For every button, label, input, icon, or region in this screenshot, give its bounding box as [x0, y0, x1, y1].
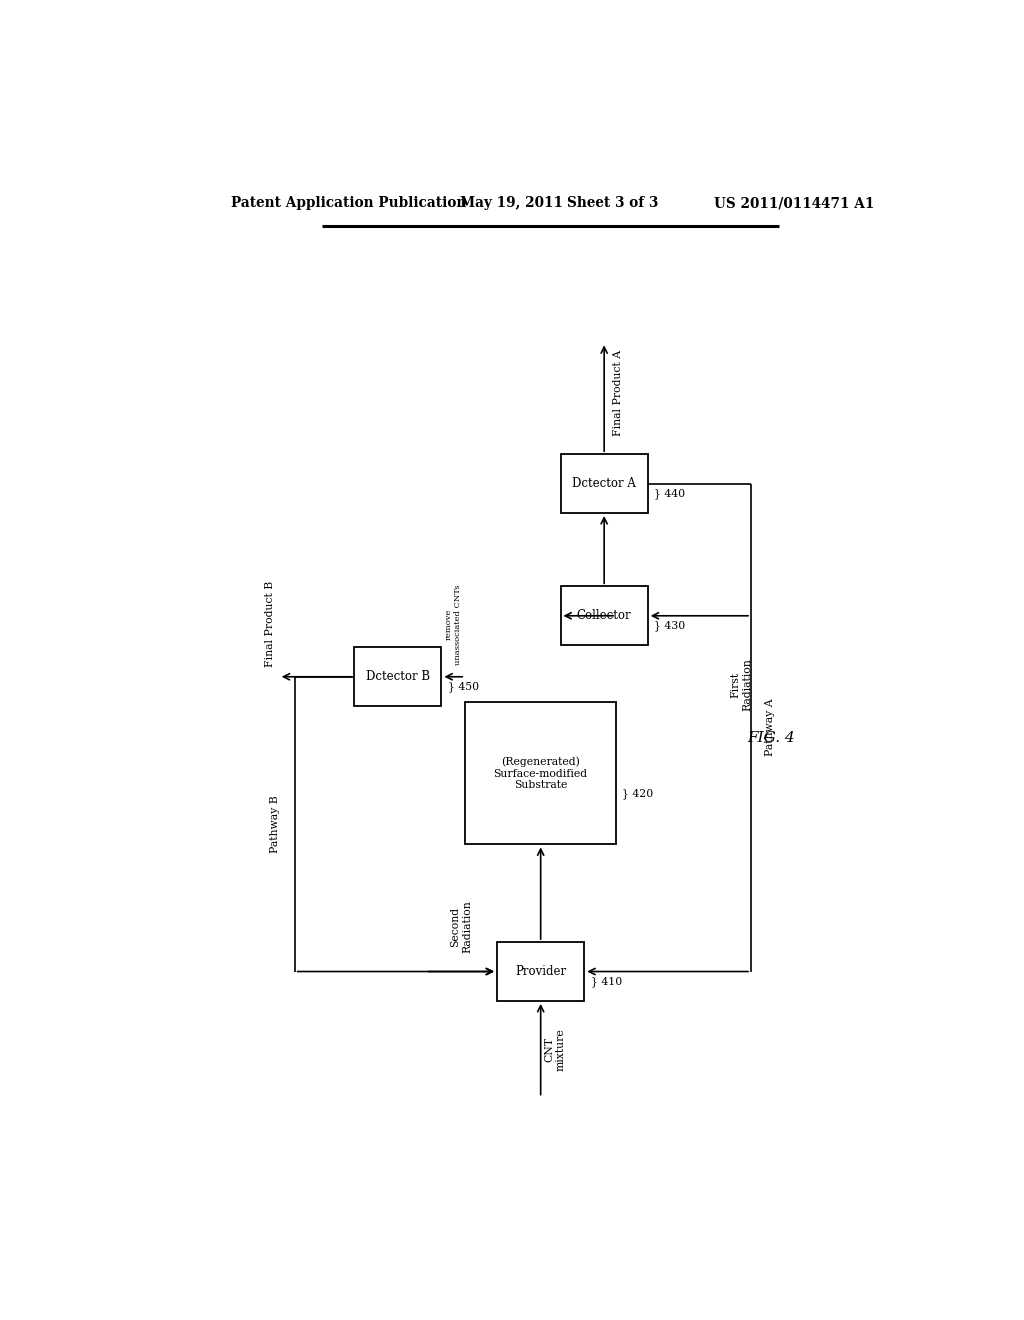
Text: Pathway B: Pathway B: [270, 796, 281, 853]
Text: May 19, 2011: May 19, 2011: [460, 197, 563, 210]
Text: Second
Radiation: Second Radiation: [451, 900, 472, 953]
Bar: [465, 702, 616, 845]
Text: } 440: } 440: [654, 488, 685, 499]
Text: CNT
mixture: CNT mixture: [544, 1028, 565, 1071]
Bar: [354, 647, 441, 706]
Text: } 410: } 410: [591, 977, 622, 987]
Text: Patent Application Publication: Patent Application Publication: [231, 197, 467, 210]
Text: } 420: } 420: [623, 788, 653, 799]
Bar: [497, 942, 585, 1001]
Text: (Regenerated)
Surface-modified
Substrate: (Regenerated) Surface-modified Substrate: [494, 756, 588, 791]
Text: First
Radiation: First Radiation: [731, 659, 753, 711]
Text: Final Product B: Final Product B: [265, 581, 274, 667]
Text: Dctector A: Dctector A: [572, 477, 636, 490]
Text: } 450: } 450: [447, 681, 479, 692]
Text: FIG. 4: FIG. 4: [746, 731, 795, 744]
Bar: [560, 586, 648, 645]
Text: Provider: Provider: [515, 965, 566, 978]
Text: Pathway A: Pathway A: [765, 698, 775, 756]
Text: remove
unassociated CNTs: remove unassociated CNTs: [444, 583, 462, 664]
Bar: [560, 454, 648, 513]
Text: US 2011/0114471 A1: US 2011/0114471 A1: [714, 197, 874, 210]
Text: Dctector B: Dctector B: [366, 671, 430, 684]
Text: } 430: } 430: [654, 620, 685, 631]
Text: Collector: Collector: [577, 610, 632, 622]
Text: Sheet 3 of 3: Sheet 3 of 3: [567, 197, 658, 210]
Text: Final Product A: Final Product A: [613, 350, 624, 436]
